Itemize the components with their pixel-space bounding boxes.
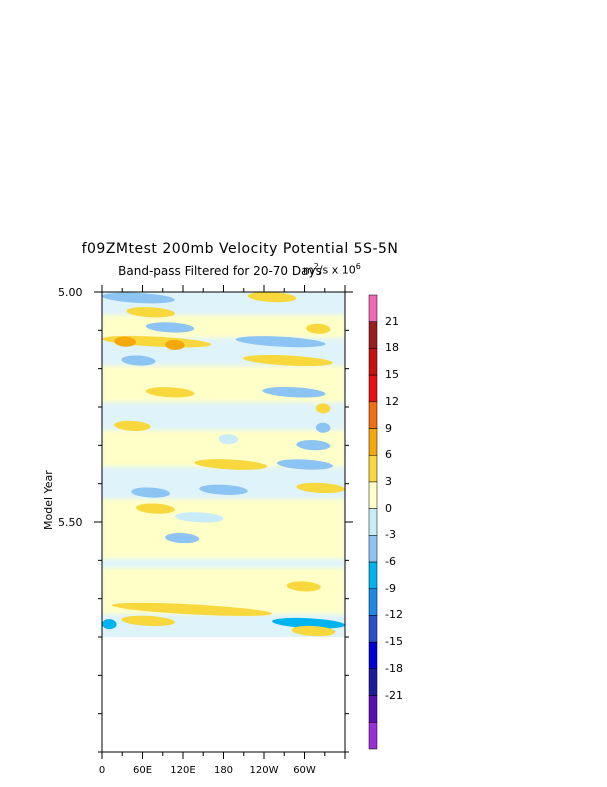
- contour-band: [262, 387, 326, 398]
- x-tick-label: 180: [213, 765, 234, 776]
- contour-band: [165, 339, 185, 350]
- colorbar-label: -12: [385, 608, 403, 622]
- colorbar-label: -6: [385, 555, 396, 569]
- contour-band: [165, 533, 200, 544]
- y-tick-label-5-50: 5.50: [58, 516, 83, 529]
- colorbar-swatch: [368, 722, 378, 750]
- chart-title: f09ZMtest 200mb Velocity Potential 5S-5N: [81, 241, 399, 257]
- colorbar-swatch: [368, 481, 378, 509]
- colorbar-swatch: [368, 374, 378, 403]
- x-tick-label: 0: [98, 765, 106, 776]
- y-tick-label-5-00: 5.00: [58, 286, 83, 299]
- colorbar-label: 6: [385, 448, 392, 462]
- colorbar-swatch: [368, 561, 378, 590]
- colorbar-swatch: [368, 454, 378, 483]
- colorbar-swatch: [368, 401, 378, 429]
- contour-band: [243, 355, 333, 367]
- colorbar-label: -18: [385, 661, 403, 675]
- x-tick-label: 60E: [132, 765, 153, 776]
- colorbar-swatch: [368, 321, 378, 349]
- colorbar: [368, 294, 378, 750]
- x-tick-label: 120E: [170, 765, 196, 776]
- contour-band: [121, 355, 156, 366]
- units-label: m2/s x 106: [303, 262, 361, 277]
- colorbar-swatch: [368, 294, 378, 322]
- x-tick-label: 60W: [293, 765, 316, 776]
- colorbar-label: 12: [385, 394, 399, 408]
- y-tick-marks: [94, 291, 353, 753]
- colorbar-label: -15: [385, 635, 403, 649]
- contour-band: [174, 512, 224, 523]
- contour-band: [136, 503, 175, 514]
- colorbar-label: 0: [385, 501, 392, 515]
- colorbar-label: -3: [385, 528, 396, 542]
- contour-band: [296, 482, 345, 494]
- colorbar-label: 15: [385, 368, 399, 382]
- contour-band: [102, 619, 117, 630]
- colorbar-label: -9: [385, 581, 396, 595]
- contour-band: [114, 336, 137, 347]
- pale-zone-0: [102, 315, 345, 338]
- contour-band: [286, 581, 321, 592]
- contour-field: [102, 292, 345, 637]
- colorbar-swatch: [368, 508, 378, 536]
- colorbar-swatch: [368, 535, 378, 563]
- contour-band: [145, 387, 195, 398]
- contour-band: [126, 307, 175, 318]
- contour-band: [199, 484, 248, 495]
- contour-band: [145, 322, 195, 333]
- contour-band: [218, 434, 239, 445]
- colorbar-label: 9: [385, 421, 392, 435]
- colorbar-swatch: [368, 348, 378, 376]
- contour-band: [247, 292, 297, 303]
- contour-band: [276, 459, 333, 470]
- contour-band: [291, 625, 336, 637]
- contour-band: [102, 292, 175, 304]
- contour-band: [131, 487, 171, 498]
- contour-band: [315, 422, 331, 433]
- chart-subtitle: Band-pass Filtered for 20-70 Days: [118, 264, 322, 278]
- x-tick-label: 120W: [249, 765, 279, 776]
- colorbar-swatch: [368, 695, 378, 723]
- colorbar-label: 3: [385, 474, 392, 488]
- y-axis-label: Model Year: [42, 470, 55, 530]
- colorbar-label: 18: [385, 341, 399, 355]
- x-tick-marks: [101, 285, 346, 759]
- colorbar-swatch: [368, 641, 378, 670]
- colorbar-label: -21: [385, 688, 403, 702]
- contour-band: [296, 440, 331, 451]
- contour-band: [235, 336, 326, 348]
- contour-band: [114, 420, 151, 431]
- colorbar-swatch: [368, 668, 378, 696]
- colorbar-swatch: [368, 615, 378, 643]
- colorbar-swatch: [368, 428, 378, 456]
- contour-band: [111, 602, 272, 616]
- contour-band: [306, 323, 331, 334]
- contour-band: [194, 459, 268, 470]
- colorbar-label: 21: [385, 314, 399, 328]
- contour-band: [315, 403, 331, 414]
- colorbar-swatch: [368, 588, 378, 616]
- contour-band: [121, 615, 175, 627]
